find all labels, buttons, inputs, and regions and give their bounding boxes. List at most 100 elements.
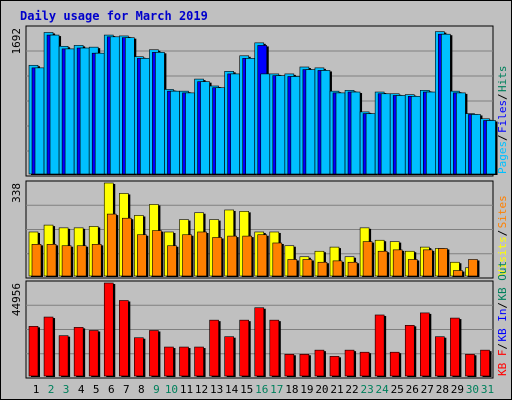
bar-kb-f [58, 335, 69, 377]
bar-pages [79, 47, 90, 175]
bar-kb-f [28, 326, 39, 377]
x-tick-label: 13 [210, 383, 223, 396]
panel-max-label: 1692 [10, 28, 23, 55]
bar-kb-f [299, 353, 310, 377]
bar-sites [152, 230, 162, 277]
bar-kb-f [239, 319, 249, 377]
bar-sites [91, 244, 102, 277]
bar-pages [260, 73, 271, 175]
x-tick-label: 26 [406, 383, 419, 396]
bar-pages [320, 70, 331, 175]
bar-pages [185, 92, 195, 175]
bar-pages [305, 69, 316, 175]
bar-kb-f [465, 353, 475, 377]
bar-pages [275, 75, 286, 175]
x-tick-label: 31 [481, 383, 494, 396]
legend-separator: / [496, 93, 509, 100]
x-tick-label: 5 [93, 383, 100, 396]
bar-sites [287, 259, 298, 277]
bar-kb-f [209, 319, 219, 377]
bar-sites [182, 234, 192, 277]
bar-kb-f [284, 353, 295, 377]
bar-sites [272, 242, 283, 277]
bar-sites [438, 248, 448, 277]
bar-kb-f [43, 316, 54, 377]
bar-pages [215, 87, 225, 175]
bar-sites [257, 234, 268, 277]
bar-sites [197, 231, 207, 277]
bar-pages [350, 91, 361, 175]
bar-kb-f [450, 317, 460, 377]
x-tick-label: 16 [255, 383, 268, 396]
bar-kb-f [164, 346, 174, 377]
legend-visits: Visits [496, 236, 509, 276]
x-tick-label: 6 [108, 383, 115, 396]
x-tick-label: 8 [138, 383, 145, 396]
bar-pages [486, 120, 496, 175]
bar-kb-f [134, 337, 144, 377]
bar-pages [395, 95, 406, 175]
bar-sites [362, 241, 373, 277]
x-tick-label: 11 [180, 383, 193, 396]
x-tick-label: 24 [376, 383, 390, 396]
bar-kb-f [359, 351, 370, 377]
bar-sites [122, 217, 132, 277]
x-tick-label: 4 [78, 383, 85, 396]
legend-kb-out: KB Out [496, 261, 509, 301]
x-tick-label: 29 [451, 383, 464, 396]
x-tick-label: 12 [195, 383, 208, 396]
bar-sites [392, 249, 403, 277]
legend-separator: / [496, 230, 509, 237]
bar-pages [410, 96, 421, 175]
bar-kb-f [314, 349, 325, 377]
panel-max-label: 44956 [10, 283, 23, 316]
bar-kb-f [389, 351, 400, 377]
bar-sites [377, 250, 388, 277]
x-tick-label: 15 [240, 383, 253, 396]
legend-sites: Sites [496, 195, 509, 228]
legend-separator: / [496, 134, 509, 141]
bar-pages [471, 114, 481, 175]
bar-kb-f [480, 349, 490, 377]
bar-sites [227, 235, 237, 277]
bar-pages [365, 113, 376, 175]
bar-pages [170, 90, 180, 175]
bar-sites [468, 259, 478, 277]
bar-kb-f [344, 349, 355, 377]
bar-kb-f [73, 327, 84, 377]
bar-sites [212, 237, 222, 277]
bar-pages [200, 81, 210, 175]
bar-kb-f [254, 307, 265, 377]
bar-pages [155, 52, 165, 175]
legend-files: Files [496, 100, 509, 133]
x-tick-label: 19 [300, 383, 313, 396]
legend-kb-f: KB F [496, 350, 509, 377]
bar-pages [425, 91, 436, 175]
bar-sites [242, 235, 252, 277]
bar-pages [456, 92, 466, 175]
bar-sites [317, 261, 328, 277]
bar-kb-f [88, 330, 99, 377]
x-tick-label: 14 [225, 383, 239, 396]
bar-pages [441, 33, 451, 175]
bar-pages [125, 37, 135, 175]
x-tick-label: 18 [285, 383, 298, 396]
bar-sites [106, 213, 117, 277]
bar-sites [332, 260, 343, 277]
x-tick-label: 3 [63, 383, 70, 396]
bar-sites [137, 234, 147, 277]
bar-kb-f [435, 336, 445, 377]
bar-sites [422, 249, 433, 277]
bar-sites [31, 244, 42, 277]
bar-sites [302, 259, 313, 277]
x-tick-label: 22 [345, 383, 358, 396]
bar-pages [230, 73, 240, 175]
chart-title: Daily usage for March 2019 [20, 9, 208, 23]
x-tick-label: 9 [153, 383, 160, 396]
x-tick-label: 21 [330, 383, 343, 396]
x-tick-label: 23 [360, 383, 373, 396]
x-tick-label: 17 [270, 383, 283, 396]
bar-pages [34, 67, 45, 175]
bar-kb-f [269, 319, 280, 377]
